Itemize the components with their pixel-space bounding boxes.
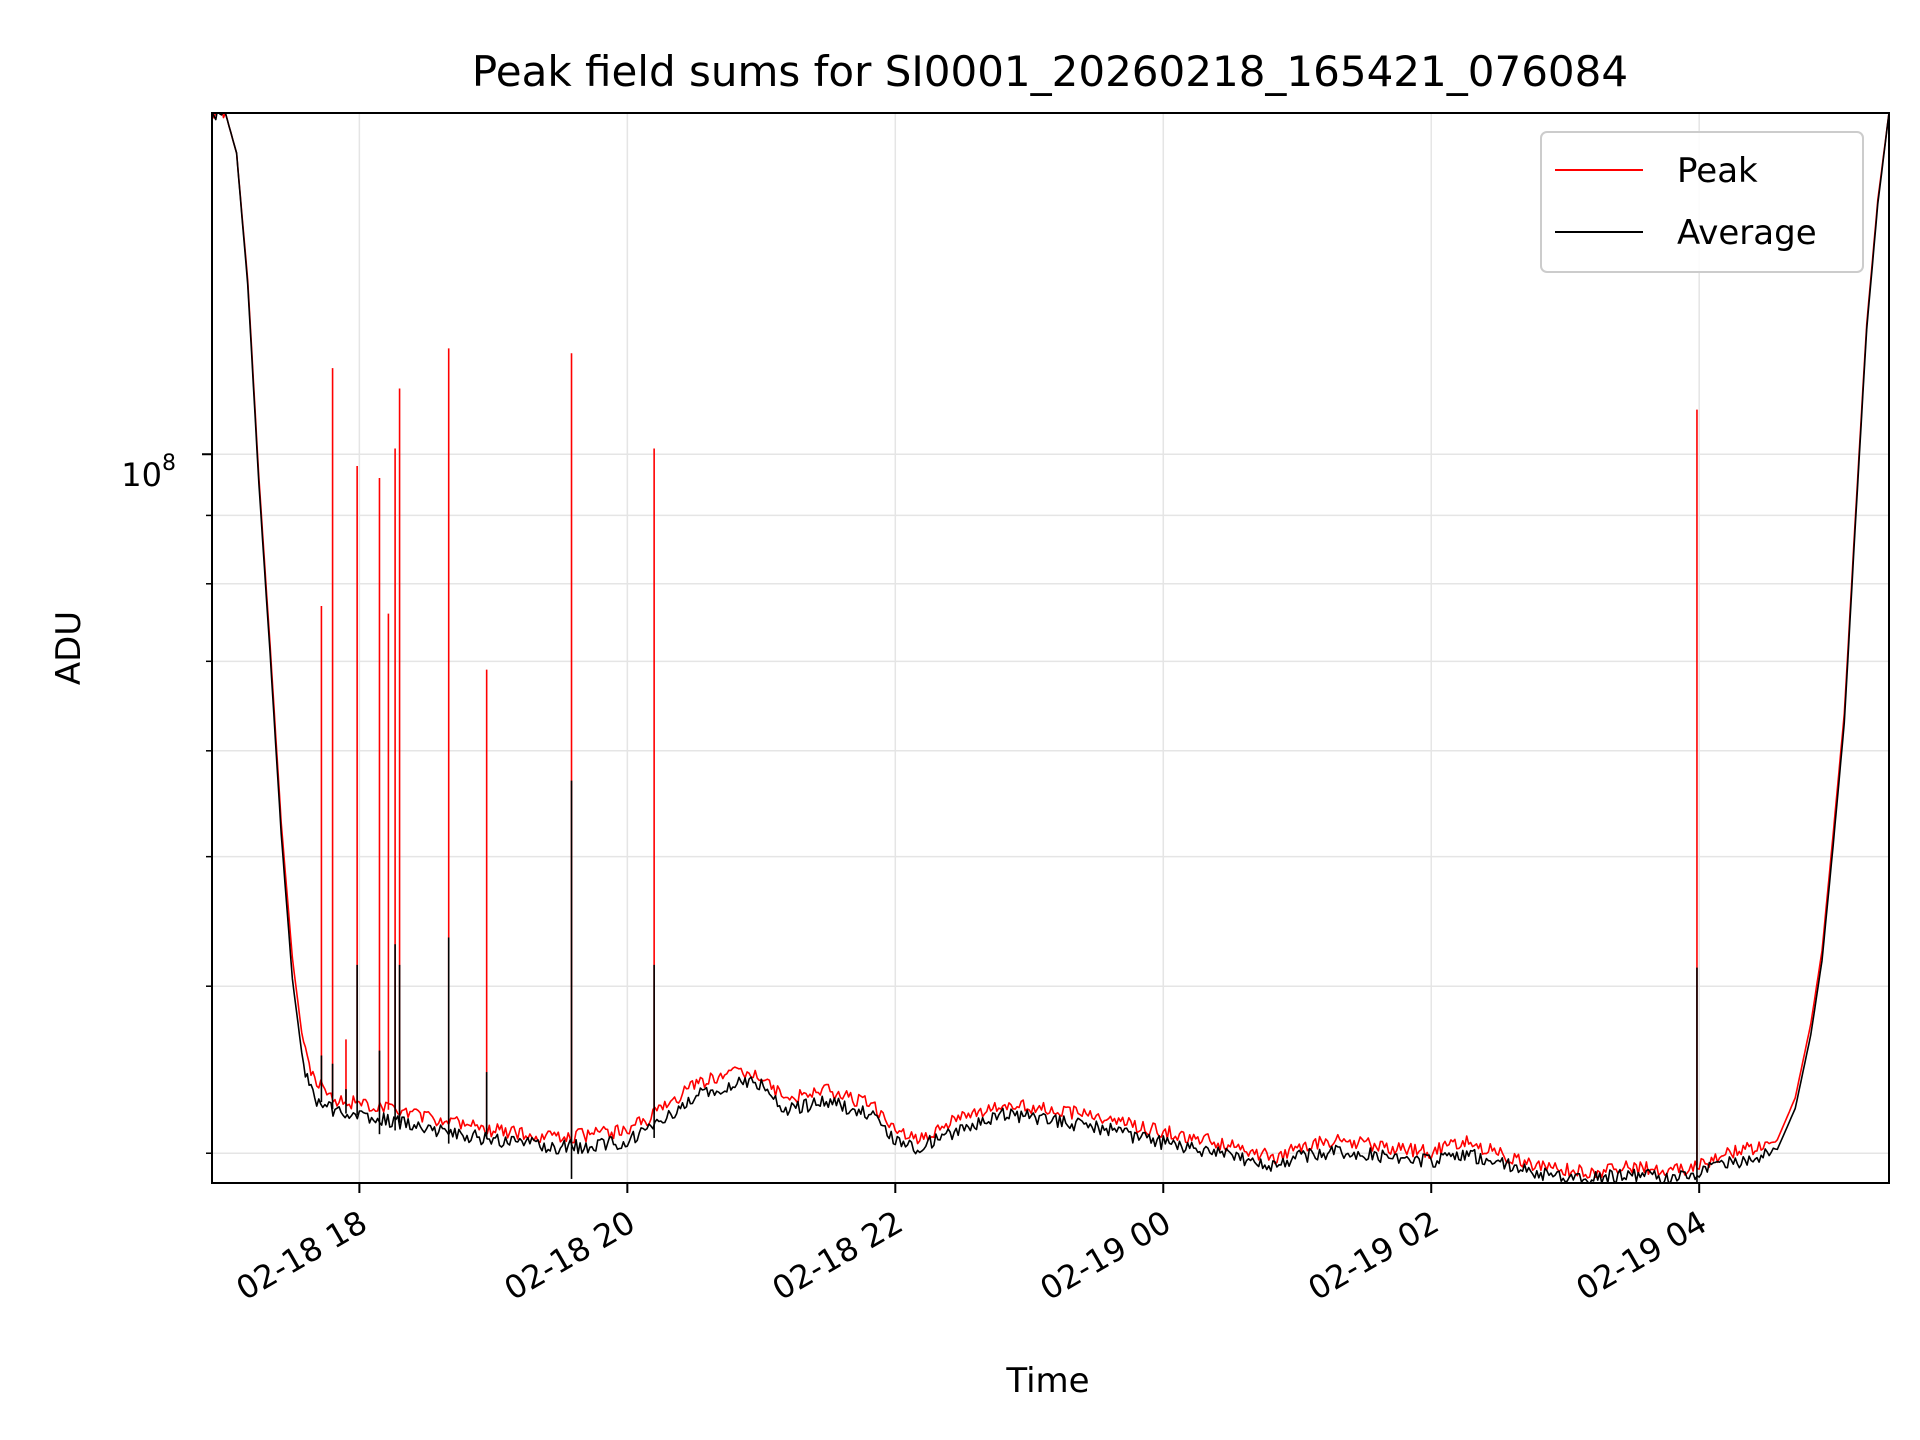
grid-lines [212, 113, 1889, 1183]
legend: Peak Average [1540, 131, 1864, 273]
y-axis-label: ADU [49, 611, 89, 685]
series-layer [212, 113, 1889, 1183]
legend-label-average: Average [1677, 213, 1817, 253]
x-axis-label: Time [1005, 1361, 1089, 1401]
plot-area [211, 112, 1890, 1184]
plot-frame [211, 112, 1890, 1184]
y-tick-label-major: 108 [121, 451, 176, 494]
y-tick-base: 10 [121, 456, 162, 494]
y-tick-exponent: 8 [162, 451, 176, 476]
legend-label-peak: Peak [1677, 151, 1758, 191]
series-average [212, 113, 1889, 1183]
chart-title: Peak field sums for SI0001_20260218_1654… [472, 47, 1628, 96]
legend-box [1540, 131, 1864, 273]
svg-text:108: 108 [121, 451, 176, 494]
axis-ticks [202, 453, 1701, 1193]
plot-background [212, 113, 1889, 1183]
